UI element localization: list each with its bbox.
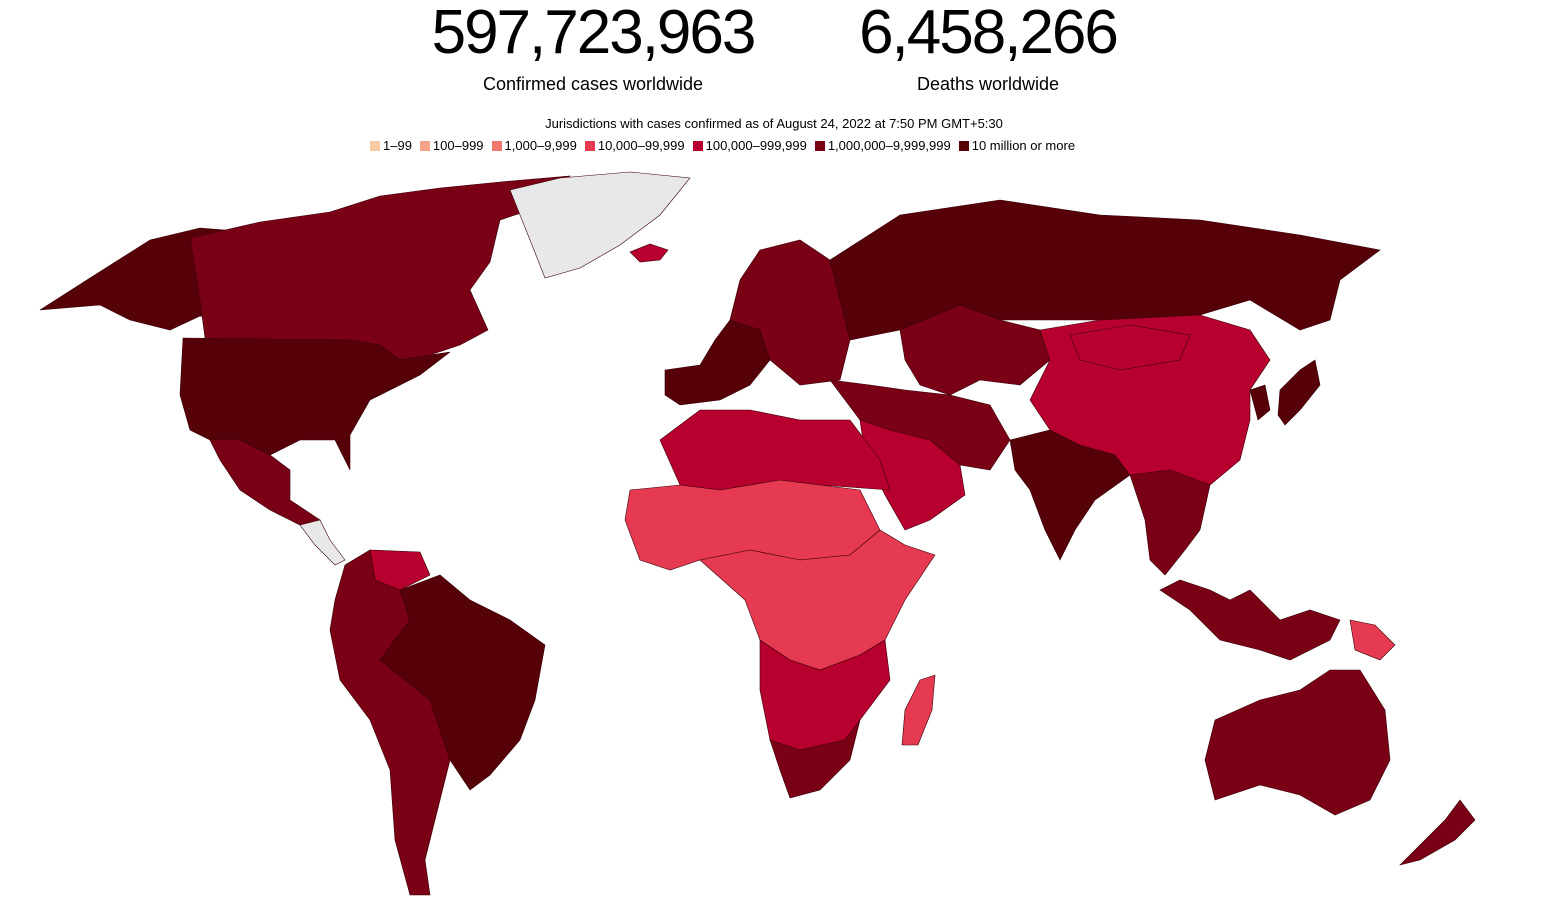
legend-item-100k-1m[interactable]: 100,000–999,999 (692, 138, 807, 153)
deaths-stat: 6,458,266 Deaths worldwide (818, 0, 1158, 96)
map-region-new-zealand[interactable] (1399, 799, 1476, 866)
legend-swatch (814, 140, 825, 151)
map-region-japan[interactable] (1277, 359, 1321, 426)
cases-count: 597,723,963 (431, 0, 757, 67)
legend-swatch (958, 140, 969, 151)
legend-label: 100–999 (432, 138, 484, 153)
map-region-korea[interactable] (1249, 384, 1271, 421)
legend: 1–99 100–999 1,000–9,999 10,000–99,999 1… (370, 138, 1190, 153)
map-region-russia[interactable] (829, 199, 1381, 341)
legend-item-10m-plus[interactable]: 10 million or more (958, 138, 1076, 153)
map-region-brazil[interactable] (379, 574, 546, 791)
legend-label: 10,000–99,999 (597, 138, 685, 153)
map-region-iceland[interactable] (629, 243, 669, 263)
legend-label: 1,000,000–9,999,999 (827, 138, 951, 153)
cases-label: Confirmed cases worldwide (482, 74, 704, 94)
legend-label: 10 million or more (971, 138, 1076, 153)
map-region-north-africa[interactable] (659, 409, 891, 491)
legend-item-1k-10k[interactable]: 1,000–9,999 (491, 138, 577, 153)
legend-swatch (584, 140, 595, 151)
map-region-southern-africa[interactable] (759, 639, 891, 751)
map-region-madagascar[interactable] (901, 674, 936, 746)
legend-swatch (692, 140, 703, 151)
world-map-svg[interactable] (0, 170, 1544, 898)
legend-item-10k-100k[interactable]: 10,000–99,999 (584, 138, 685, 153)
legend-title: Jurisdictions with cases confirmed as of… (545, 116, 1003, 131)
legend-swatch (419, 140, 430, 151)
map-region-mongolia[interactable] (1069, 324, 1191, 371)
map-region-united-states[interactable] (179, 337, 451, 471)
map-region-australia[interactable] (1204, 669, 1391, 816)
map-region-south-africa[interactable] (769, 719, 861, 799)
map-region-greenland[interactable] (509, 171, 691, 279)
deaths-count: 6,458,266 (859, 0, 1119, 67)
map-region-western-europe[interactable] (664, 319, 771, 406)
map-region-southeast-asia[interactable] (1129, 469, 1211, 576)
map-region-mexico[interactable] (209, 439, 321, 526)
legend-label: 1,000–9,999 (504, 138, 577, 153)
legend-item-1-99[interactable]: 1–99 (370, 138, 412, 153)
map-region-canada[interactable] (189, 175, 571, 361)
legend-swatch (370, 140, 380, 151)
map-region-central-america[interactable] (299, 519, 346, 566)
stats-header: 597,723,963 Confirmed cases worldwide 6,… (0, 0, 1544, 100)
map-region-papua-new-guinea[interactable] (1349, 619, 1396, 661)
legend-item-1m-10m[interactable]: 1,000,000–9,999,999 (814, 138, 951, 153)
map-region-indonesia[interactable] (1159, 579, 1341, 661)
legend-swatch (491, 140, 502, 151)
deaths-label: Deaths worldwide (916, 74, 1060, 94)
legend-label: 100,000–999,999 (705, 138, 807, 153)
cases-stat: 597,723,963 Confirmed cases worldwide (393, 0, 793, 96)
world-map[interactable] (0, 170, 1544, 898)
map-region-kazakhstan[interactable] (899, 304, 1051, 396)
legend-label: 1–99 (383, 138, 412, 153)
legend-item-100-999[interactable]: 100–999 (419, 138, 484, 153)
